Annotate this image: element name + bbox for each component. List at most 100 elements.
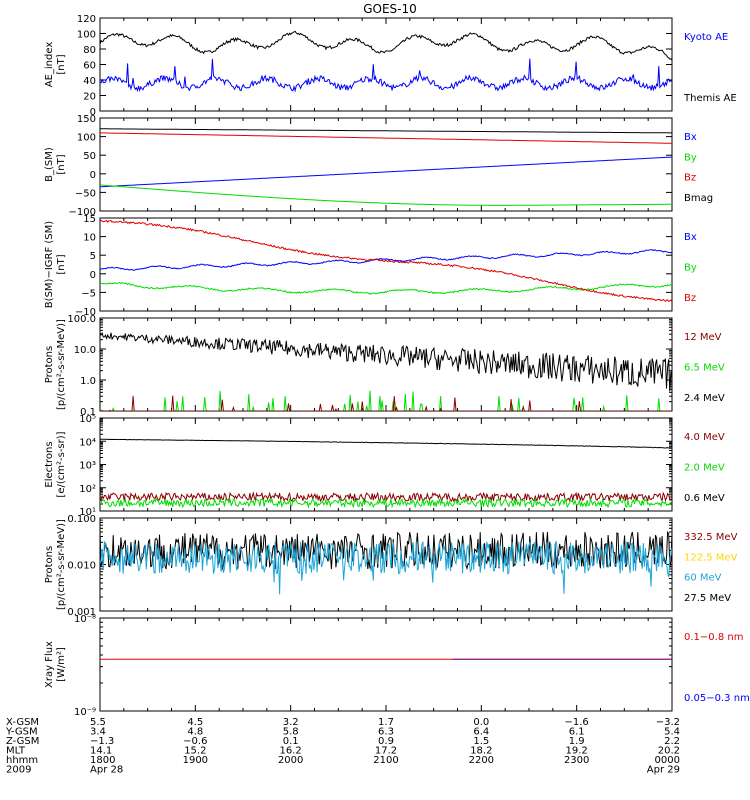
panel-frame [99,217,673,312]
chart-title: GOES-10 [363,2,417,16]
ephemeris-value: −1.6 [565,717,589,728]
y-tick-label: 0.1 [80,407,96,418]
series-line-b-sm-0 [100,128,672,134]
ephemeris-value: 3.4 [90,727,106,738]
legend-entry: By [684,263,697,274]
legend-entry: 12 MeV [684,332,722,343]
series-line-protons-high-0 [100,530,672,571]
series-group [100,438,672,509]
panel-electrons: 10¹ 10² 10³ 10⁴ 10⁵ Electrons [e/(cm²-s-sr)] 4.… [44,414,725,518]
ephemeris-date-start: Apr 28 [90,765,123,776]
legend-entry: 0.6 MeV [684,493,725,504]
ephemeris-value: 2.2 [664,736,680,747]
series-group [100,30,672,93]
y-tick-label: 10.0 [74,345,96,356]
y-axis-label: Electrons [44,441,55,487]
y-axis-label: [p/(cm²-s-sr-MeV)] [56,319,67,410]
legend-entry: 60 MeV [684,573,722,584]
y-tick-label: 60 [83,61,96,72]
y-tick-label: 80 [83,45,96,56]
ephemeris-value: 6.1 [569,727,585,738]
y-axis-label: [p/(cm²-s-sr-MeV)] [56,519,67,610]
legend-entry: Bz [684,173,696,184]
ephemeris-value: 5.5 [90,717,106,728]
series-group [100,331,672,411]
y-tick-label: 20 [83,92,96,103]
y-tick-label: 15 [83,214,96,225]
ephemeris-value: 0.9 [378,736,394,747]
y-tick-label: 0.100 [67,514,96,525]
panel-frame [99,317,673,412]
y-tick-label: −50 [75,188,96,199]
y-tick-label: 10⁵ [79,414,96,425]
legend-entry: Bz [684,293,696,304]
panel-protons-high: 0.001 0.010 0.100 Protons [p/(cm²-s-sr-MeV)]… [44,514,738,618]
legend-entry: 0.1−0.8 nm [684,632,743,643]
y-tick-label: 0.001 [67,607,96,618]
series-line-electrons-1 [100,491,672,503]
legend-entry: 0.05−0.3 nm [684,693,750,704]
panel-xray: 10⁻⁹ 10⁻⁸ Xray Flux [W/m²] 0.1−0.8 nm 0.05−0.… [44,614,750,718]
ephemeris-value: 1800 [90,755,115,766]
ephemeris-value: 14.1 [90,746,112,757]
series-line-electrons-0 [100,438,672,449]
ephemeris-value: 6.3 [378,727,394,738]
y-tick-label: 100 [77,133,96,144]
legend-entry: 122.5 MeV [684,552,738,563]
series-line-b-igrf-0 [100,249,672,271]
ephemeris-row-label: hhmm [6,755,38,766]
y-tick-label: 0 [90,270,96,281]
legend-entry: Bmag [684,193,713,204]
ephemeris-value: 1900 [183,755,208,766]
legend-entry: Bx [684,232,697,243]
y-tick-label: 10⁻⁹ [74,707,96,718]
legend-entry: Kyoto AE [684,32,728,43]
ephemeris-table: X-GSM 5.5 4.5 3.2 1.7 0.0 −1.6 −3.2 Y-GSM 3.4 4.8 5… [5,717,680,776]
ephemeris-row-label: X-GSM [6,717,39,728]
legend-entry: By [684,152,697,163]
panel-frame [99,17,673,112]
ephemeris-row-label: Z-GSM [6,736,39,747]
y-axis-label: Protons [44,346,55,383]
ephemeris-value: 0.1 [283,736,299,747]
y-tick-label: 40 [83,76,96,87]
panel-ae: 0 20 40 60 80 100 120 AE_index [nT] Kyoto AE Themi… [44,14,737,118]
y-tick-label: 10³ [79,461,96,472]
y-axis-label: [nT] [56,54,67,74]
y-tick-label: 5 [90,251,96,262]
ephemeris-value: 20.2 [658,746,680,757]
y-tick-label: 10² [79,484,96,495]
y-axis-label: B(SM)−IGRF (SM) [44,221,55,308]
legend-entry: 2.0 MeV [684,463,725,474]
ephemeris-value: 19.2 [566,746,588,757]
ephemeris-row-label: MLT [6,746,26,757]
ephemeris-value: 5.8 [283,727,299,738]
ephemeris-value: 16.2 [280,746,302,757]
y-axis-label: B_(SM) [44,147,55,182]
y-tick-label: 10⁻⁸ [74,614,96,625]
legend-entry: Bx [684,132,697,143]
legend-entry: Themis AE [683,93,737,104]
ephemeris-value: 3.2 [283,717,299,728]
legend-entry: 332.5 MeV [684,532,738,543]
panel-b-igrf: −10 −5 0 5 10 15 B(SM)−IGRF (SM) [nT] Bx By Bz [44,214,697,318]
ephemeris-value: −3.2 [656,717,680,728]
y-axis-label: [e/(cm²-s-sr)] [56,431,67,497]
y-tick-label: 0 [90,107,96,118]
y-tick-label: 10⁴ [79,437,96,448]
ephemeris-value: −0.6 [183,736,207,747]
y-tick-label: 10 [83,233,96,244]
ephemeris-value: 2000 [278,755,303,766]
y-axis-label: [nT] [56,154,67,174]
ephemeris-value: 0000 [655,755,680,766]
series-line-b-igrf-2 [100,219,672,303]
series-line-b-sm-3 [100,184,672,206]
y-axis-label: [W/m²] [56,647,67,682]
y-axis-label: Protons [44,546,55,583]
legend-entry: 27.5 MeV [684,593,731,604]
y-tick-label: 0.010 [67,561,96,572]
panel-frame [99,617,673,712]
series-line-ae-0 [100,30,672,61]
legend-entry: 2.4 MeV [684,393,725,404]
